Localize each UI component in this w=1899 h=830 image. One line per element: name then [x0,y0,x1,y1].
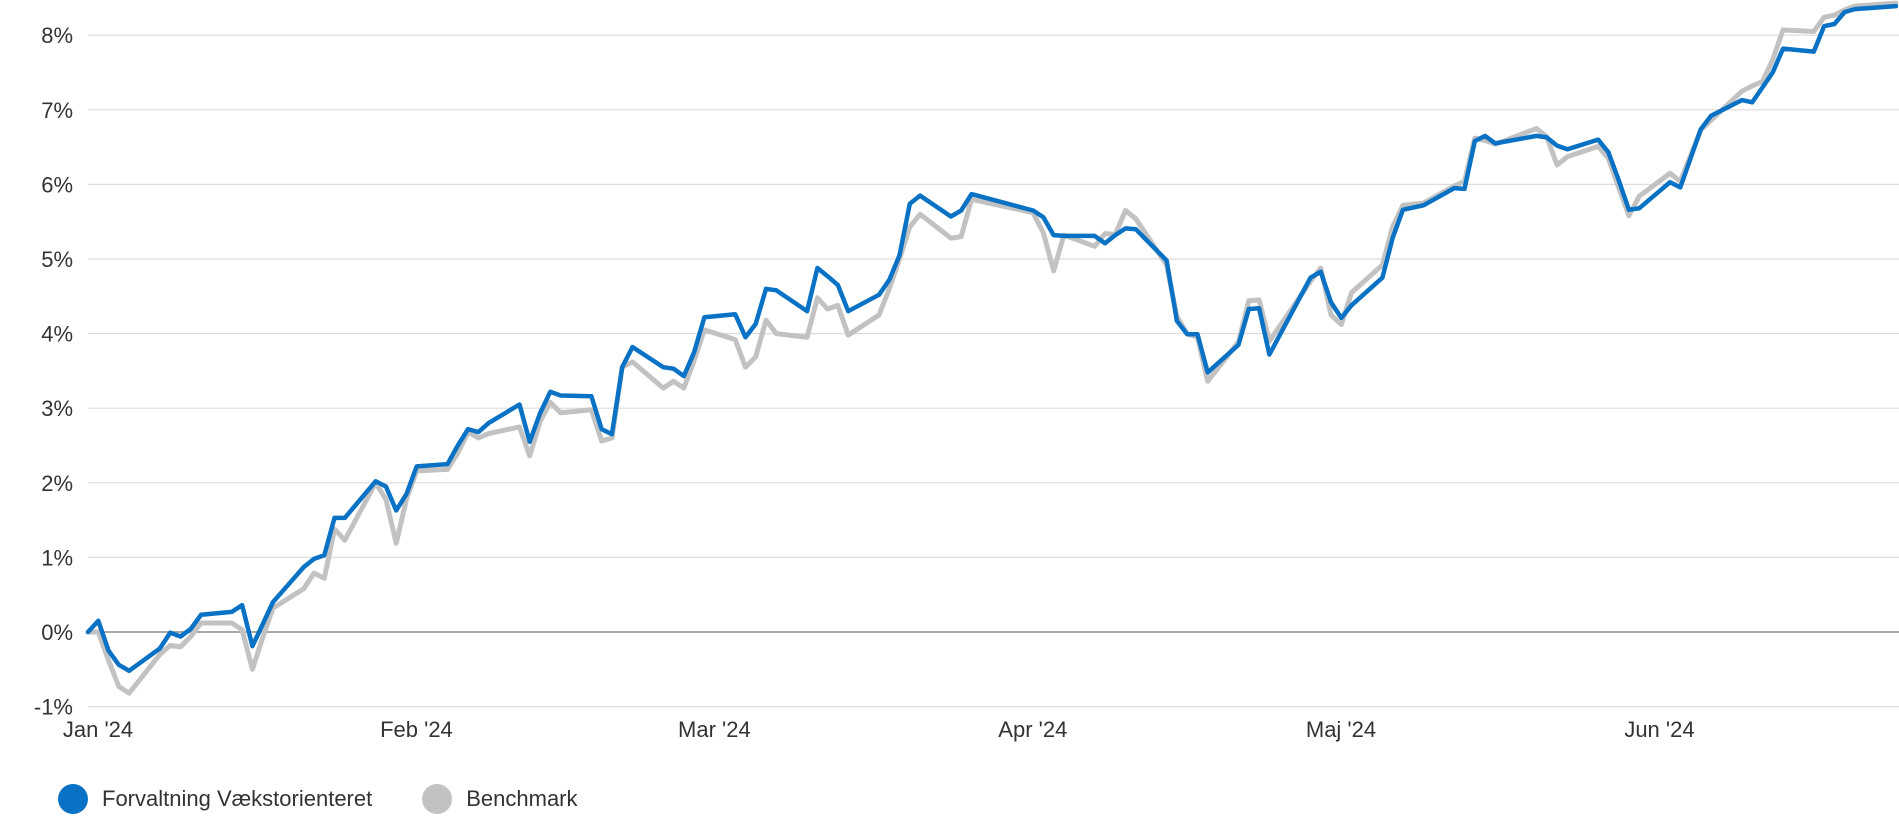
legend: Forvaltning Vækstorienteret Benchmark [58,784,578,814]
y-tick-label: 7% [41,98,73,123]
y-axis-ticks: 8% 7% 6% 5% 4% 3% 2% 1% 0% -1% [34,23,73,719]
legend-marker-benchmark [422,784,453,814]
x-axis-ticks: Jan '24 Feb '24 Mar '24 Apr '24 Maj '24 Jun '… [63,717,1695,742]
x-tick-label: Mar '24 [678,717,751,742]
x-tick-label: Maj '24 [1306,717,1376,742]
x-tick-label: Apr '24 [998,717,1067,742]
legend-item-benchmark[interactable]: Benchmark [422,784,578,814]
y-tick-label: -1% [34,695,73,720]
legend-item-fund[interactable]: Forvaltning Vækstorienteret [58,784,372,814]
y-tick-label: 3% [41,396,73,421]
legend-marker-fund [58,784,88,814]
legend-label-benchmark: Benchmark [466,786,578,811]
y-tick-label: 0% [41,620,73,645]
y-tick-label: 8% [41,23,73,48]
grid-lines [88,34,1899,708]
y-tick-label: 1% [41,545,73,570]
x-tick-label: Jun '24 [1624,717,1694,742]
y-tick-label: 4% [41,322,73,347]
x-tick-label: Jan '24 [63,717,133,742]
y-tick-label: 2% [41,471,73,496]
series-line-fund [85,3,1899,674]
y-tick-label: 5% [41,247,73,272]
series-line-benchmark [85,0,1899,696]
series-lines [85,0,1899,696]
x-tick-label: Feb '24 [380,717,453,742]
legend-label-fund: Forvaltning Vækstorienteret [102,786,373,811]
y-tick-label: 6% [41,172,73,197]
